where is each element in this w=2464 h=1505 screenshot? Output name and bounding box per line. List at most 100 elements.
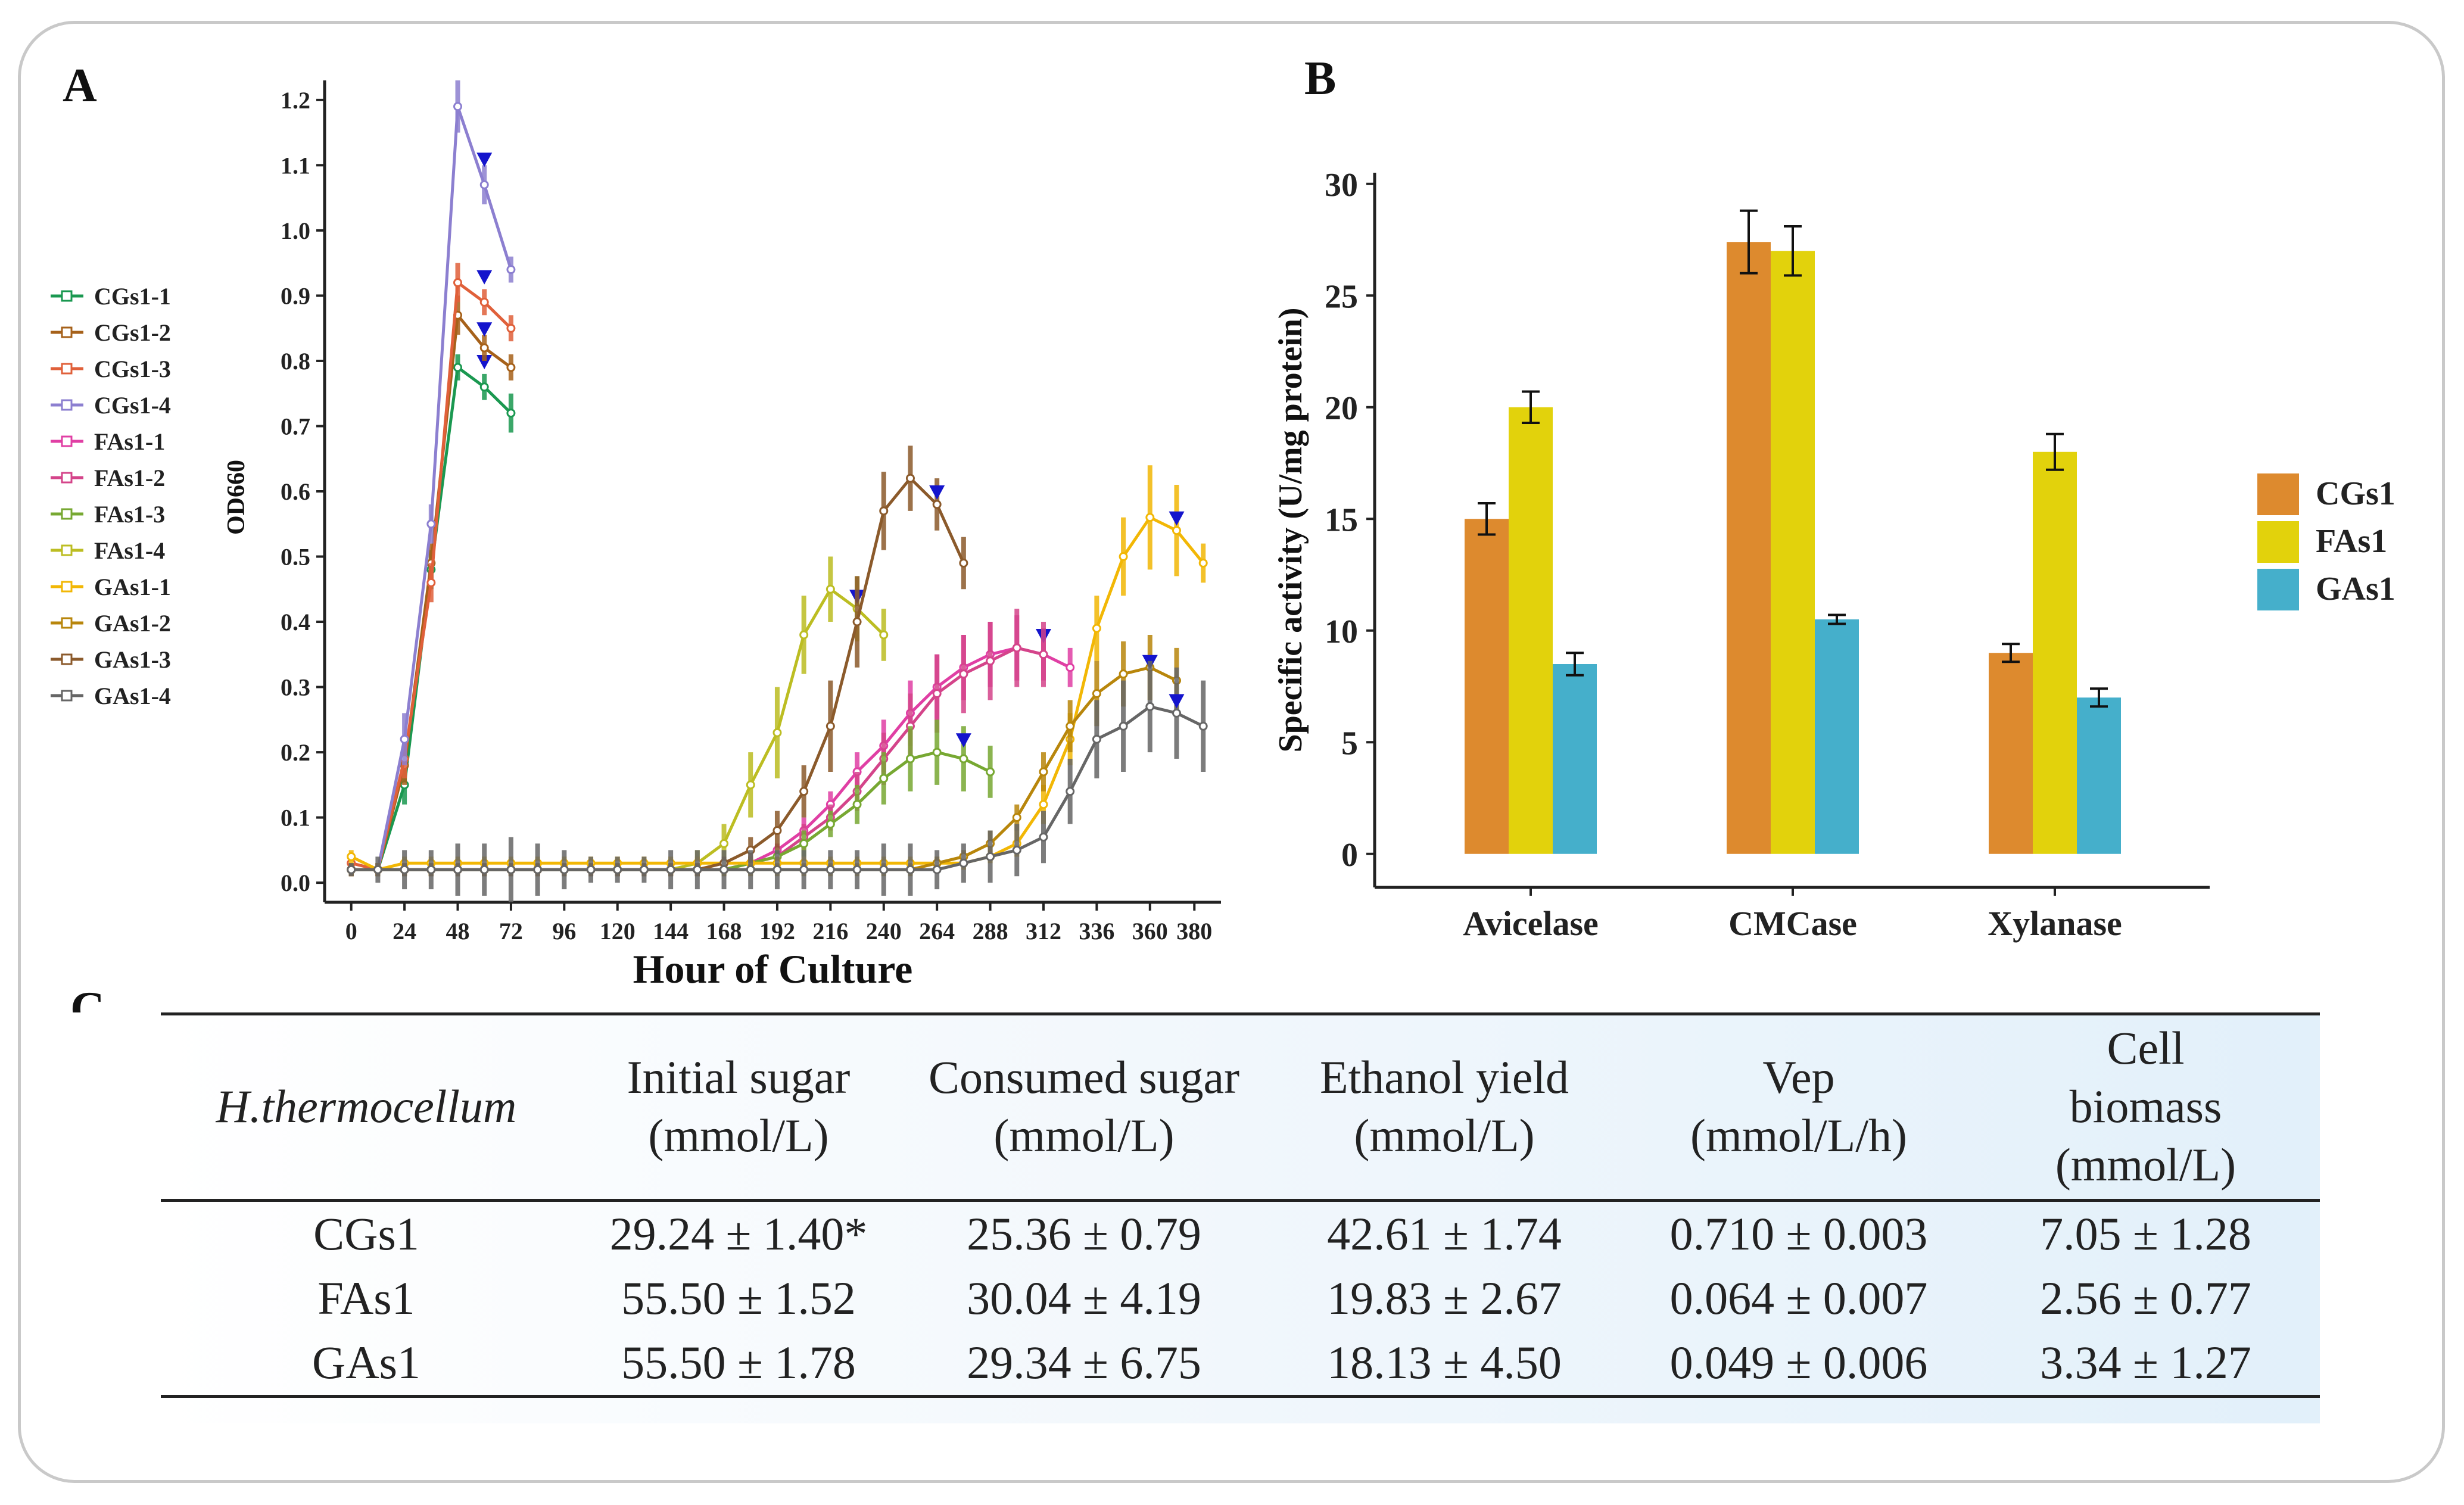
data-point bbox=[426, 578, 436, 587]
panel-label-c: C bbox=[70, 983, 105, 1012]
legend-item: CGs1 bbox=[2257, 473, 2396, 515]
y-axis-title: Specific activity (U/mg protein) bbox=[1272, 307, 1309, 752]
data-point bbox=[932, 865, 942, 874]
bar-fas1 bbox=[1771, 251, 1815, 854]
x-tick-label: 0 bbox=[345, 918, 357, 945]
data-point bbox=[479, 297, 489, 307]
x-tick-label: Xylanase bbox=[1988, 904, 2122, 943]
data-point bbox=[453, 102, 463, 111]
header-ethanol-yield-text: Ethanol yield (mmol/L) bbox=[1319, 1051, 1569, 1161]
bar-gas1 bbox=[1553, 664, 1597, 854]
x-tick-label: 48 bbox=[446, 918, 470, 945]
y-tick-label: 0.4 bbox=[281, 609, 310, 635]
legend-label: FAs1-4 bbox=[94, 537, 165, 564]
legend-marker bbox=[61, 290, 73, 302]
legend-label: CGs1-2 bbox=[94, 319, 171, 346]
legend-item: GAs1 bbox=[2257, 569, 2396, 610]
legend-marker bbox=[61, 326, 73, 338]
table-c: H.thermocellum Initial sugar (mmol/L) Co… bbox=[161, 1012, 2320, 1423]
data-point bbox=[719, 839, 729, 848]
y-tick-label: 10 bbox=[1325, 613, 1358, 650]
data-point bbox=[959, 558, 968, 568]
bar-gas1 bbox=[1815, 619, 1859, 854]
y-tick-label: 0.1 bbox=[281, 805, 310, 831]
y-axis-title: OD660 bbox=[223, 460, 250, 535]
cell-consumed-sugar: 25.36 ± 0.79 bbox=[967, 1208, 1201, 1260]
cell-strain: GAs1 bbox=[311, 1336, 420, 1388]
legend-label: GAs1 bbox=[2316, 571, 2396, 607]
data-point bbox=[559, 865, 569, 874]
y-tick-label: 0.0 bbox=[281, 870, 310, 896]
data-point bbox=[746, 865, 755, 874]
y-tick-label: 1.1 bbox=[281, 152, 310, 179]
harvest-marker-icon bbox=[476, 322, 493, 337]
legend-item: GAs1-4 bbox=[51, 683, 171, 709]
legend-label: CGs1-1 bbox=[94, 283, 171, 310]
data-point bbox=[879, 630, 889, 640]
panel-label-b: B bbox=[1304, 52, 1336, 105]
y-tick-label: 5 bbox=[1341, 725, 1358, 762]
header-cell-biomass-text: Cell biomass (mmol/L) bbox=[2055, 1022, 2236, 1191]
legend-item: CGs1-2 bbox=[51, 319, 171, 346]
data-point bbox=[639, 865, 649, 874]
legend-item: FAs1-2 bbox=[51, 465, 165, 491]
legend-item: GAs1-1 bbox=[51, 574, 171, 600]
data-point bbox=[1039, 650, 1048, 659]
y-tick-label: 20 bbox=[1325, 390, 1358, 427]
cell-cell-biomass: 2.56 ± 0.77 bbox=[2040, 1272, 2251, 1324]
harvest-marker-icon bbox=[476, 354, 493, 369]
header-vep: Vep (mmol/L/h) bbox=[1626, 1014, 1971, 1201]
legend-swatch bbox=[2257, 521, 2299, 563]
data-point bbox=[426, 519, 436, 529]
bar-gas1 bbox=[2077, 697, 2121, 854]
header-strain: H.thermocellum bbox=[216, 1080, 517, 1132]
x-tick-label: 72 bbox=[499, 918, 523, 945]
data-point bbox=[1012, 643, 1021, 653]
data-point bbox=[799, 787, 809, 796]
legend-label: GAs1-4 bbox=[94, 683, 171, 709]
data-point bbox=[506, 323, 516, 333]
x-tick-label: 288 bbox=[973, 918, 1008, 945]
cell-strain: FAs1 bbox=[317, 1272, 415, 1324]
series-line bbox=[351, 476, 965, 871]
data-point bbox=[400, 734, 409, 744]
legend-marker bbox=[61, 399, 73, 411]
harvest-marker-icon bbox=[1169, 511, 1185, 526]
data-point bbox=[1172, 708, 1181, 718]
x-tick-label: 168 bbox=[706, 918, 742, 945]
data-point bbox=[506, 265, 516, 275]
data-point bbox=[1119, 721, 1128, 731]
panel-label-a: A bbox=[63, 60, 97, 112]
legend-label: FAs1-2 bbox=[94, 465, 165, 491]
data-point bbox=[879, 506, 889, 516]
data-point bbox=[506, 409, 516, 418]
cell-ethanol-yield: 42.61 ± 1.74 bbox=[1327, 1208, 1562, 1260]
figure-charts: A B C 0.0 0.1 0.2 0.3 0.4 0.5 0.6 0.7 0.8 0.9 1.0 1… bbox=[51, 52, 2396, 1012]
x-tick-label: 192 bbox=[759, 918, 795, 945]
legend-item: FAs1-1 bbox=[51, 428, 165, 455]
cell-cell-biomass: 3.34 ± 1.27 bbox=[2040, 1336, 2251, 1388]
cell-consumed-sugar: 29.34 ± 6.75 bbox=[967, 1336, 1201, 1388]
x-tick-label: 240 bbox=[866, 918, 902, 945]
y-tick-label: 15 bbox=[1325, 501, 1358, 538]
data-point bbox=[479, 382, 489, 392]
series-fas1-2 bbox=[347, 609, 1048, 877]
chart-b-activity: 0 5 10 15 20 25 30 Specific activity (U/mg prot… bbox=[1272, 167, 2396, 943]
data-point bbox=[1198, 721, 1208, 731]
series-line bbox=[351, 646, 1044, 871]
legend-label: GAs1-1 bbox=[94, 574, 171, 600]
legend-marker bbox=[61, 617, 73, 629]
data-point bbox=[479, 180, 489, 189]
series-line bbox=[351, 106, 513, 871]
data-point bbox=[1039, 767, 1048, 777]
y-tick-label: 0.8 bbox=[281, 348, 310, 375]
data-point bbox=[826, 865, 835, 874]
fermentation-table: H.thermocellum Initial sugar (mmol/L) Co… bbox=[161, 1012, 2320, 1398]
header-initial-sugar: Initial sugar (mmol/L) bbox=[572, 1014, 905, 1201]
data-point bbox=[400, 865, 409, 874]
data-point bbox=[1066, 787, 1075, 796]
data-point bbox=[1092, 689, 1101, 699]
x-tick-label: 336 bbox=[1079, 918, 1114, 945]
data-point bbox=[959, 858, 968, 868]
data-point bbox=[799, 865, 809, 874]
